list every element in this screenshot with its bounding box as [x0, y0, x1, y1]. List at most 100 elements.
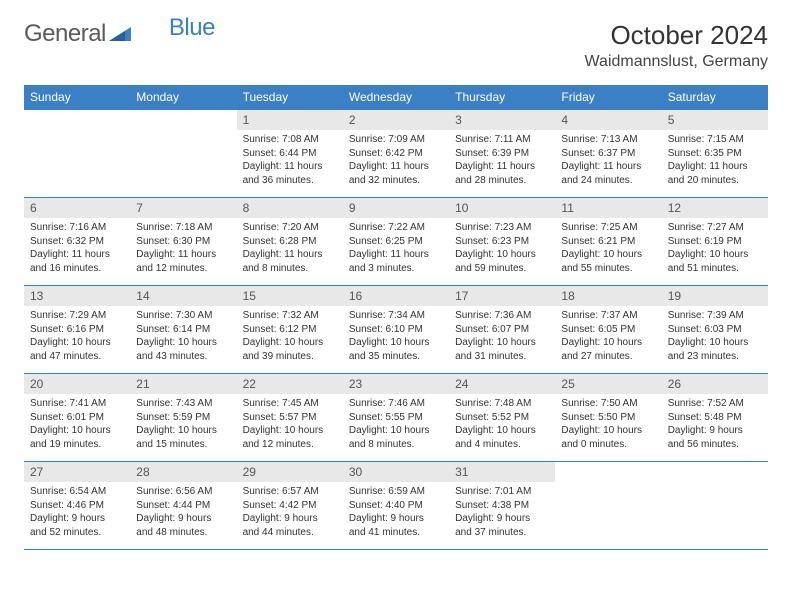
calendar-day-cell: 16Sunrise: 7:34 AMSunset: 6:10 PMDayligh…	[343, 286, 449, 374]
calendar-day-cell: 1Sunrise: 7:08 AMSunset: 6:44 PMDaylight…	[237, 110, 343, 198]
day-number: 9	[343, 198, 449, 218]
day-content: Sunrise: 7:37 AMSunset: 6:05 PMDaylight:…	[555, 306, 661, 369]
calendar-day-cell: 5Sunrise: 7:15 AMSunset: 6:35 PMDaylight…	[662, 110, 768, 198]
day-content: Sunrise: 7:13 AMSunset: 6:37 PMDaylight:…	[555, 130, 661, 193]
month-title: October 2024	[585, 20, 768, 51]
calendar-day-cell: 10Sunrise: 7:23 AMSunset: 6:23 PMDayligh…	[449, 198, 555, 286]
day-content: Sunrise: 7:27 AMSunset: 6:19 PMDaylight:…	[662, 218, 768, 281]
calendar-day-cell: 18Sunrise: 7:37 AMSunset: 6:05 PMDayligh…	[555, 286, 661, 374]
day-number: 2	[343, 110, 449, 130]
calendar-day-cell: 3Sunrise: 7:11 AMSunset: 6:39 PMDaylight…	[449, 110, 555, 198]
day-number: 30	[343, 462, 449, 482]
day-content: Sunrise: 7:34 AMSunset: 6:10 PMDaylight:…	[343, 306, 449, 369]
day-content: Sunrise: 7:18 AMSunset: 6:30 PMDaylight:…	[130, 218, 236, 281]
day-content: Sunrise: 7:15 AMSunset: 6:35 PMDaylight:…	[662, 130, 768, 193]
calendar-day-cell: 28Sunrise: 6:56 AMSunset: 4:44 PMDayligh…	[130, 462, 236, 550]
logo-text-2: Blue	[169, 14, 215, 42]
day-header: Wednesday	[343, 85, 449, 110]
calendar-day-cell: 9Sunrise: 7:22 AMSunset: 6:25 PMDaylight…	[343, 198, 449, 286]
calendar-day-cell: 14Sunrise: 7:30 AMSunset: 6:14 PMDayligh…	[130, 286, 236, 374]
day-header: Friday	[555, 85, 661, 110]
day-content: Sunrise: 7:25 AMSunset: 6:21 PMDaylight:…	[555, 218, 661, 281]
calendar-day-cell: 20Sunrise: 7:41 AMSunset: 6:01 PMDayligh…	[24, 374, 130, 462]
logo-triangle-icon	[109, 20, 131, 48]
day-number: 26	[662, 374, 768, 394]
day-number: 24	[449, 374, 555, 394]
calendar-day-cell: 7Sunrise: 7:18 AMSunset: 6:30 PMDaylight…	[130, 198, 236, 286]
calendar-day-cell: 26Sunrise: 7:52 AMSunset: 5:48 PMDayligh…	[662, 374, 768, 462]
calendar-day-cell: 13Sunrise: 7:29 AMSunset: 6:16 PMDayligh…	[24, 286, 130, 374]
day-header: Sunday	[24, 85, 130, 110]
calendar-empty-cell	[555, 462, 661, 550]
day-number: 8	[237, 198, 343, 218]
day-content: Sunrise: 7:32 AMSunset: 6:12 PMDaylight:…	[237, 306, 343, 369]
day-number: 17	[449, 286, 555, 306]
calendar-day-cell: 15Sunrise: 7:32 AMSunset: 6:12 PMDayligh…	[237, 286, 343, 374]
day-content: Sunrise: 7:43 AMSunset: 5:59 PMDaylight:…	[130, 394, 236, 457]
calendar-day-cell: 23Sunrise: 7:46 AMSunset: 5:55 PMDayligh…	[343, 374, 449, 462]
day-number: 23	[343, 374, 449, 394]
day-content: Sunrise: 7:48 AMSunset: 5:52 PMDaylight:…	[449, 394, 555, 457]
day-number: 14	[130, 286, 236, 306]
calendar-day-cell: 25Sunrise: 7:50 AMSunset: 5:50 PMDayligh…	[555, 374, 661, 462]
calendar-day-cell: 2Sunrise: 7:09 AMSunset: 6:42 PMDaylight…	[343, 110, 449, 198]
day-number: 28	[130, 462, 236, 482]
day-content: Sunrise: 7:16 AMSunset: 6:32 PMDaylight:…	[24, 218, 130, 281]
calendar-day-cell: 19Sunrise: 7:39 AMSunset: 6:03 PMDayligh…	[662, 286, 768, 374]
day-number: 22	[237, 374, 343, 394]
calendar-day-cell: 21Sunrise: 7:43 AMSunset: 5:59 PMDayligh…	[130, 374, 236, 462]
day-content: Sunrise: 7:50 AMSunset: 5:50 PMDaylight:…	[555, 394, 661, 457]
calendar-day-cell: 31Sunrise: 7:01 AMSunset: 4:38 PMDayligh…	[449, 462, 555, 550]
calendar-empty-cell	[130, 110, 236, 198]
day-number: 6	[24, 198, 130, 218]
day-header: Tuesday	[237, 85, 343, 110]
day-header: Thursday	[449, 85, 555, 110]
calendar-week-row: 20Sunrise: 7:41 AMSunset: 6:01 PMDayligh…	[24, 374, 768, 462]
day-content: Sunrise: 7:29 AMSunset: 6:16 PMDaylight:…	[24, 306, 130, 369]
day-number: 5	[662, 110, 768, 130]
calendar-day-cell: 17Sunrise: 7:36 AMSunset: 6:07 PMDayligh…	[449, 286, 555, 374]
day-content: Sunrise: 6:56 AMSunset: 4:44 PMDaylight:…	[130, 482, 236, 545]
day-number: 7	[130, 198, 236, 218]
calendar-empty-cell	[662, 462, 768, 550]
day-header: Saturday	[662, 85, 768, 110]
calendar-day-cell: 27Sunrise: 6:54 AMSunset: 4:46 PMDayligh…	[24, 462, 130, 550]
day-number: 20	[24, 374, 130, 394]
day-number: 4	[555, 110, 661, 130]
day-number: 29	[237, 462, 343, 482]
day-content: Sunrise: 7:46 AMSunset: 5:55 PMDaylight:…	[343, 394, 449, 457]
day-header-row: SundayMondayTuesdayWednesdayThursdayFrid…	[24, 85, 768, 110]
calendar-week-row: 6Sunrise: 7:16 AMSunset: 6:32 PMDaylight…	[24, 198, 768, 286]
day-content: Sunrise: 7:23 AMSunset: 6:23 PMDaylight:…	[449, 218, 555, 281]
day-number: 18	[555, 286, 661, 306]
day-number: 19	[662, 286, 768, 306]
day-content: Sunrise: 7:22 AMSunset: 6:25 PMDaylight:…	[343, 218, 449, 281]
day-number: 12	[662, 198, 768, 218]
day-content: Sunrise: 7:41 AMSunset: 6:01 PMDaylight:…	[24, 394, 130, 457]
calendar-week-row: 13Sunrise: 7:29 AMSunset: 6:16 PMDayligh…	[24, 286, 768, 374]
day-header: Monday	[130, 85, 236, 110]
day-content: Sunrise: 7:45 AMSunset: 5:57 PMDaylight:…	[237, 394, 343, 457]
calendar-day-cell: 12Sunrise: 7:27 AMSunset: 6:19 PMDayligh…	[662, 198, 768, 286]
day-content: Sunrise: 7:52 AMSunset: 5:48 PMDaylight:…	[662, 394, 768, 457]
day-content: Sunrise: 7:36 AMSunset: 6:07 PMDaylight:…	[449, 306, 555, 369]
calendar-day-cell: 30Sunrise: 6:59 AMSunset: 4:40 PMDayligh…	[343, 462, 449, 550]
day-number: 10	[449, 198, 555, 218]
calendar-day-cell: 24Sunrise: 7:48 AMSunset: 5:52 PMDayligh…	[449, 374, 555, 462]
day-number: 1	[237, 110, 343, 130]
day-number: 11	[555, 198, 661, 218]
day-number: 16	[343, 286, 449, 306]
day-number: 13	[24, 286, 130, 306]
calendar-day-cell: 4Sunrise: 7:13 AMSunset: 6:37 PMDaylight…	[555, 110, 661, 198]
location: Waidmannslust, Germany	[585, 53, 768, 71]
day-number: 25	[555, 374, 661, 394]
day-number: 15	[237, 286, 343, 306]
calendar-week-row: 27Sunrise: 6:54 AMSunset: 4:46 PMDayligh…	[24, 462, 768, 550]
day-content: Sunrise: 7:09 AMSunset: 6:42 PMDaylight:…	[343, 130, 449, 193]
calendar-day-cell: 8Sunrise: 7:20 AMSunset: 6:28 PMDaylight…	[237, 198, 343, 286]
day-content: Sunrise: 7:20 AMSunset: 6:28 PMDaylight:…	[237, 218, 343, 281]
day-content: Sunrise: 6:59 AMSunset: 4:40 PMDaylight:…	[343, 482, 449, 545]
logo: General Blue	[24, 20, 215, 48]
calendar-day-cell: 11Sunrise: 7:25 AMSunset: 6:21 PMDayligh…	[555, 198, 661, 286]
day-content: Sunrise: 6:57 AMSunset: 4:42 PMDaylight:…	[237, 482, 343, 545]
